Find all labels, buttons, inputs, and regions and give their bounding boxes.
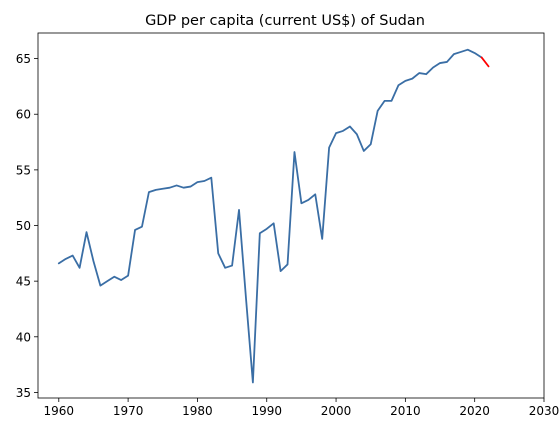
y-tick-label: 50 [16,219,31,233]
x-tick-label: 1980 [182,404,213,418]
series-line-1 [57,48,483,384]
y-tick-label: 60 [16,108,31,122]
series-layer [57,48,490,384]
x-tick-label: 1970 [113,404,144,418]
x-tick-label: 1990 [251,404,282,418]
axes: 1960 1970 1980 1990 2000 2010 2020 2030 35 40 45 50… [16,32,560,418]
y-tick-label: 65 [16,52,31,66]
x-tick-label: 1960 [44,404,75,418]
plot-frame [37,32,545,399]
x-tick-label: 2020 [459,404,490,418]
y-tick-label: 40 [16,330,31,344]
chart-title: GDP per capita (current US$) of Sudan [145,13,425,29]
x-tick-label: 2000 [321,404,352,418]
y-tick-label: 35 [16,386,31,400]
y-tick-label: 45 [16,275,31,289]
x-tick-label: 2010 [390,404,421,418]
series-line-2 [480,56,490,68]
y-tick-label: 55 [16,163,31,177]
x-tick-label: 2030 [529,404,560,418]
